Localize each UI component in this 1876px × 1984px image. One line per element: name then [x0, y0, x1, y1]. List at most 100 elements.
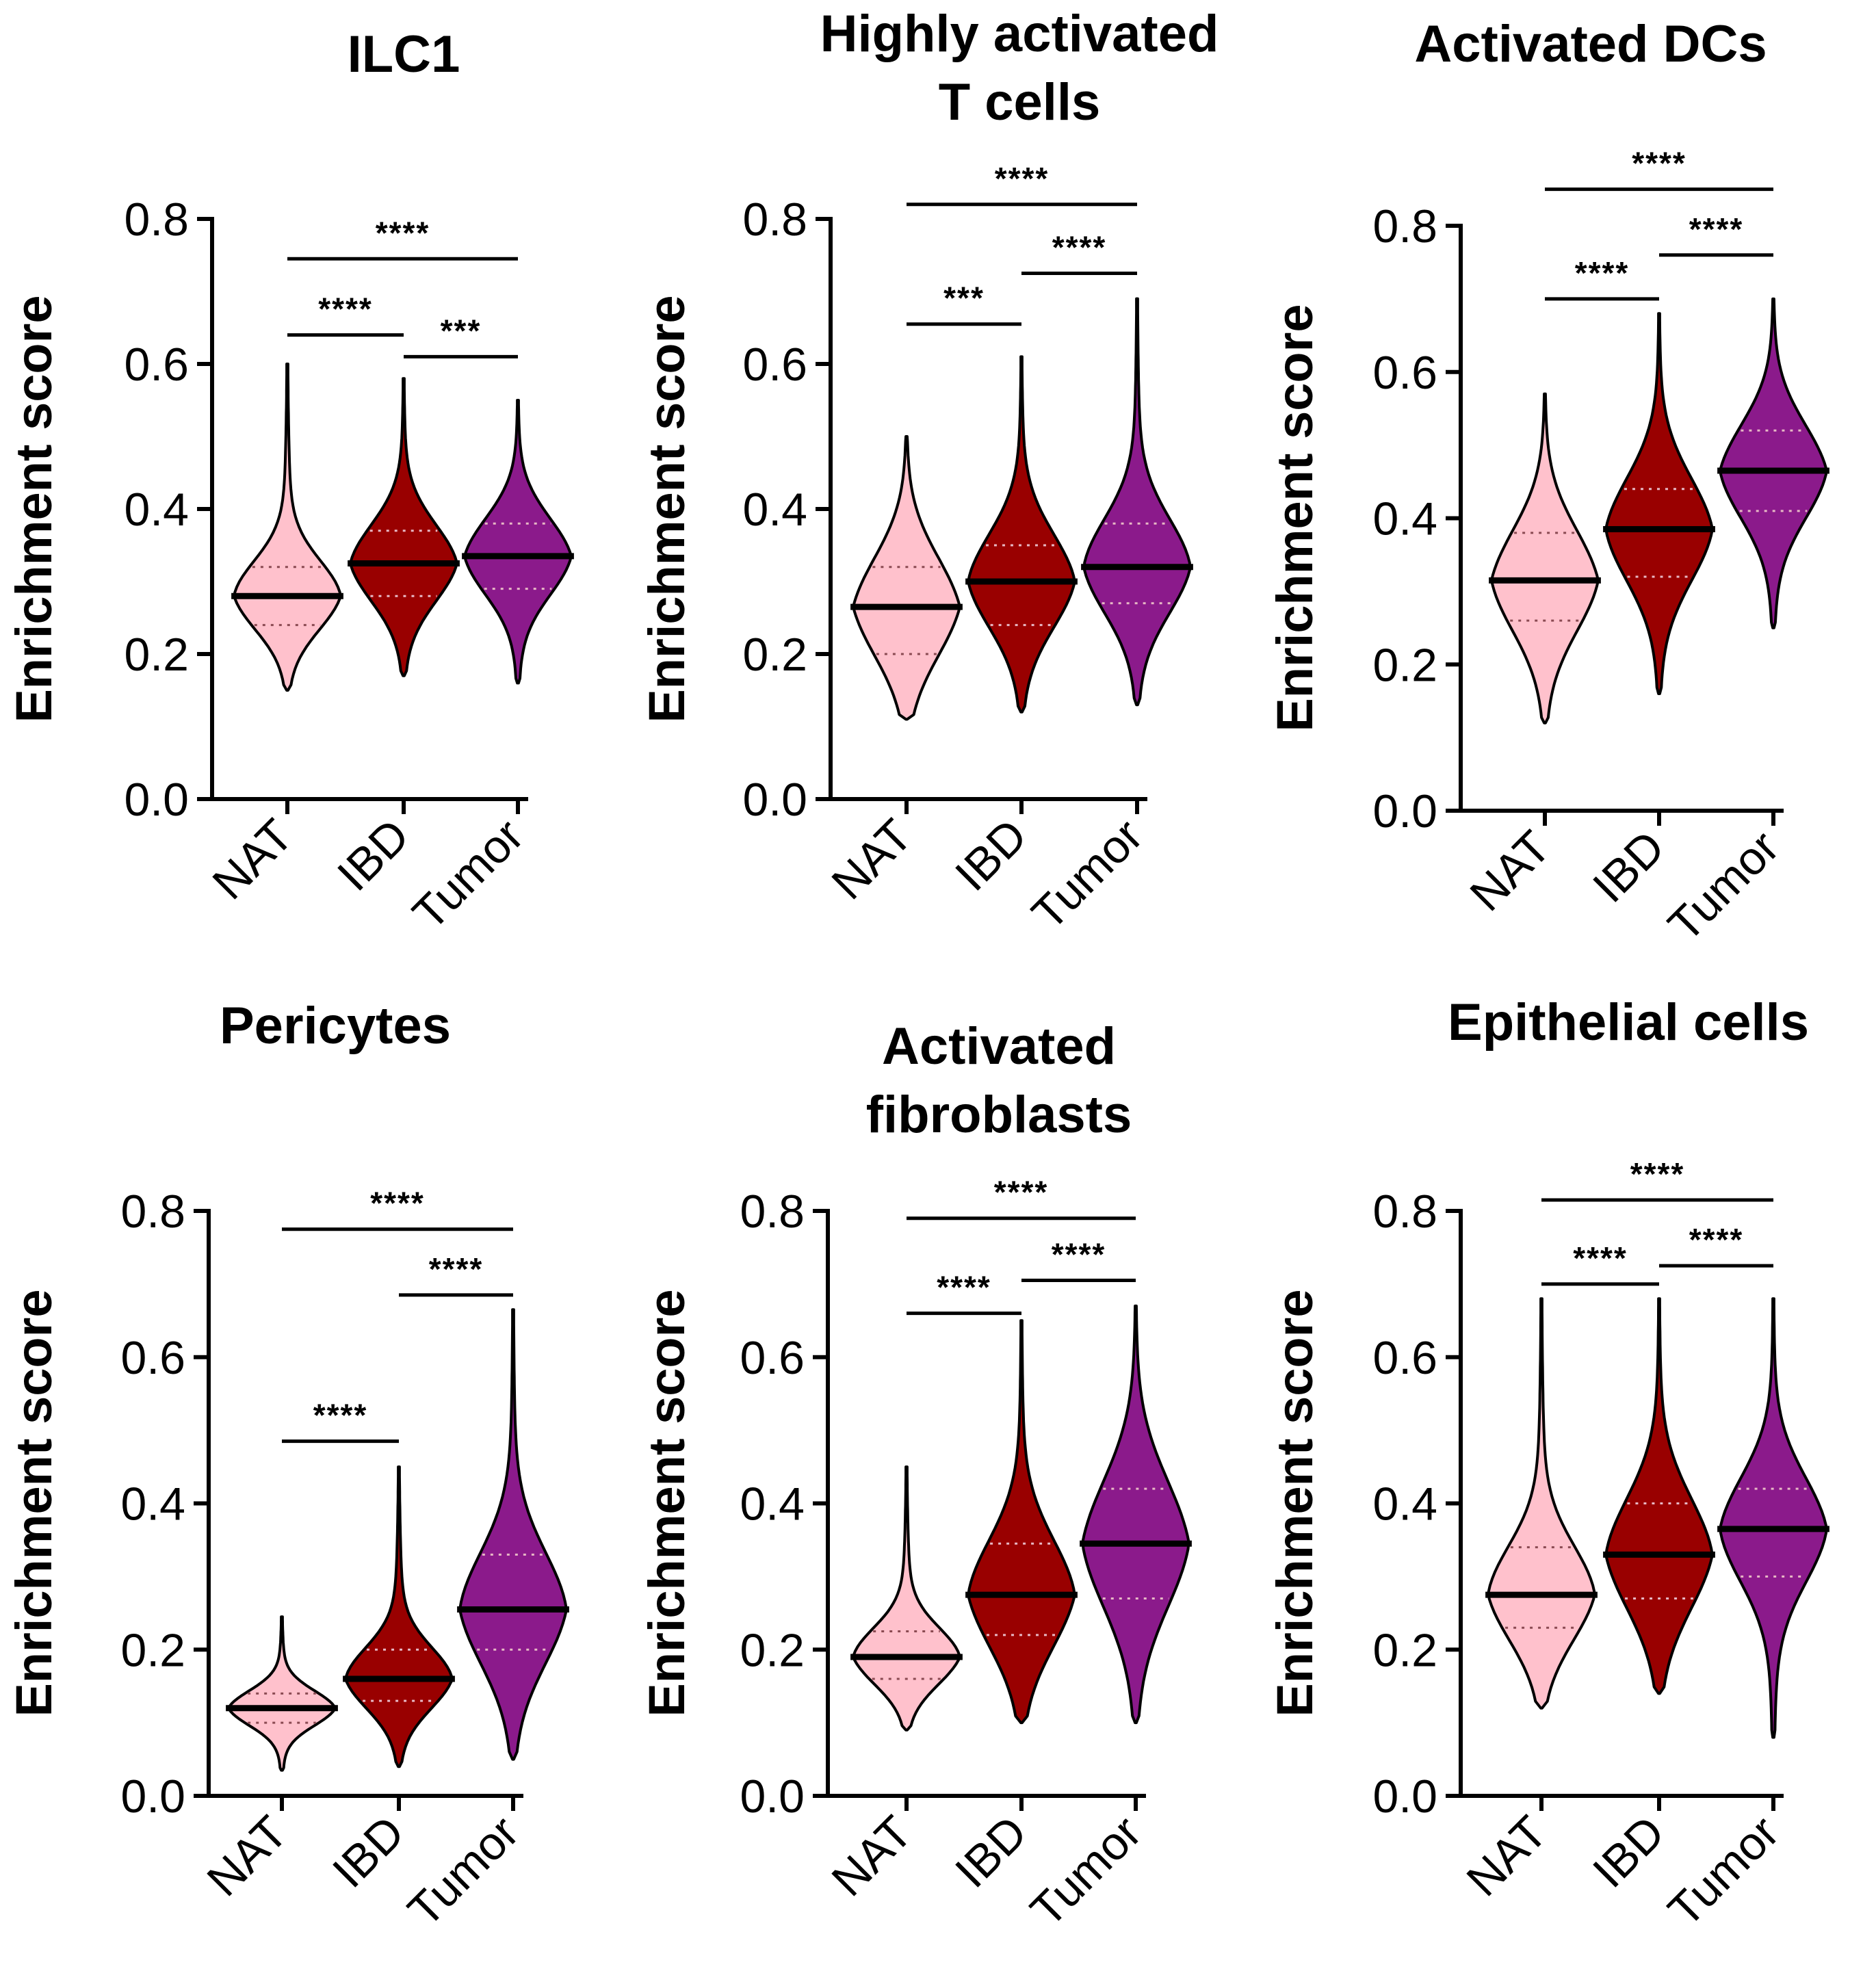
significance-label: **** — [1630, 1156, 1685, 1192]
x-tick-label: IBD — [946, 1806, 1037, 1898]
significance-label: **** — [429, 1251, 484, 1287]
significance-label: **** — [1575, 255, 1630, 291]
violin-tumor — [458, 1308, 568, 1761]
violin-ibd — [349, 377, 458, 677]
significance-label: **** — [1052, 1237, 1106, 1272]
y-tick-label: 0.4 — [120, 1478, 185, 1530]
violin-panel-4: Pericytes Enrichment score 0.0 0.2 0.4 0.6 0.8… — [5, 997, 569, 1937]
y-tick-label: 0.8 — [740, 1186, 805, 1238]
significance-label: **** — [995, 161, 1050, 196]
significance-label: **** — [1689, 211, 1744, 247]
significance-label: **** — [318, 291, 373, 327]
significance-label: **** — [994, 1175, 1049, 1210]
y-tick-label: 0.6 — [1372, 1332, 1437, 1384]
violin-nat — [852, 1465, 961, 1732]
significance-label: **** — [1689, 1222, 1744, 1257]
y-tick-label: 0.2 — [124, 629, 189, 681]
significance-label: **** — [313, 1398, 368, 1433]
significance-label: **** — [937, 1270, 991, 1305]
panel-title: fibroblasts — [866, 1086, 1132, 1144]
x-tick-label: NAT — [1457, 1806, 1556, 1906]
y-tick-label: 0.8 — [1372, 1186, 1437, 1238]
panel-title: Epithelial cells — [1448, 993, 1809, 1052]
panel-title: ILC1 — [348, 25, 460, 83]
y-axis-label: Enrichment score — [1266, 1289, 1323, 1717]
significance-label: **** — [376, 215, 430, 250]
y-tick-label: 0.2 — [120, 1624, 185, 1676]
violin-tumor — [1082, 297, 1192, 707]
violin-panel-1: ILC1 Enrichment score 0.0 0.2 0.4 0.6 0.8 NAT IB… — [5, 25, 574, 940]
y-tick-label: 0.6 — [124, 339, 189, 391]
y-tick-label: 0.4 — [742, 484, 807, 536]
y-tick-label: 0.6 — [740, 1332, 805, 1384]
x-tick-label: Tumor — [1658, 1806, 1789, 1937]
x-tick-label: Tumor — [1658, 821, 1789, 952]
y-tick-label: 0.8 — [120, 1186, 185, 1238]
y-tick-label: 0.2 — [1372, 639, 1437, 691]
panel-title: Activated — [882, 1017, 1116, 1075]
violin-tumor — [463, 399, 573, 685]
y-tick-label: 0.0 — [1372, 1771, 1437, 1823]
panel-title: Activated DCs — [1414, 15, 1767, 73]
y-axis-label: Enrichment score — [1266, 304, 1323, 731]
y-tick-label: 0.2 — [1372, 1624, 1437, 1676]
x-tick-label: IBD — [1583, 821, 1675, 913]
x-tick-label: NAT — [822, 1806, 922, 1906]
significance-label: *** — [943, 280, 985, 316]
y-tick-label: 0.6 — [120, 1332, 185, 1384]
x-tick-label: Tumor — [398, 1806, 529, 1937]
panel-title: Highly activated — [820, 5, 1219, 63]
y-tick-label: 0.0 — [124, 774, 189, 826]
y-tick-label: 0.4 — [124, 484, 189, 536]
x-tick-label: IBD — [946, 809, 1037, 901]
x-tick-label: NAT — [1460, 821, 1560, 921]
x-tick-label: NAT — [822, 809, 922, 909]
y-tick-label: 0.0 — [740, 1771, 805, 1823]
violin-panel-5: Activated fibroblasts Enrichment score 0.0 0… — [638, 1017, 1192, 1937]
significance-label: **** — [1052, 230, 1107, 265]
violin-nat — [233, 363, 342, 692]
x-tick-label: Tumor — [1021, 1806, 1151, 1937]
y-axis-label: Enrichment score — [5, 295, 62, 722]
violin-ibd — [1604, 312, 1714, 695]
violin-ibd — [344, 1465, 454, 1768]
y-tick-label: 0.0 — [1372, 785, 1437, 837]
y-tick-label: 0.0 — [742, 774, 807, 826]
significance-label: **** — [1632, 146, 1686, 181]
y-tick-label: 0.4 — [740, 1478, 805, 1530]
violin-ibd — [967, 1319, 1076, 1725]
y-tick-label: 0.4 — [1372, 493, 1437, 545]
y-axis-label: Enrichment score — [5, 1289, 62, 1717]
panel-title: T cells — [939, 73, 1101, 131]
violin-ibd — [967, 355, 1076, 714]
violin-panel-6: Epithelial cells Enrichment score 0.0 0.2 0.… — [1266, 993, 1829, 1937]
x-tick-label: IBD — [323, 1806, 415, 1898]
significance-label: **** — [1573, 1240, 1628, 1276]
x-tick-label: NAT — [203, 809, 302, 909]
y-tick-label: 0.2 — [740, 1624, 805, 1676]
violin-panel-3: Activated DCs Enrichment score 0.0 0.2 0.4 0.… — [1266, 15, 1829, 952]
significance-label: **** — [370, 1186, 425, 1221]
x-tick-label: IBD — [328, 809, 419, 901]
y-tick-label: 0.8 — [124, 194, 189, 246]
y-tick-label: 0.2 — [742, 629, 807, 681]
violin-nat — [1490, 392, 1600, 725]
violin-tumor — [1719, 297, 1828, 629]
y-tick-label: 0.8 — [742, 194, 807, 246]
y-axis-label: Enrichment score — [638, 1289, 695, 1717]
significance-label: *** — [441, 313, 482, 348]
panel-title: Pericytes — [220, 997, 451, 1055]
violin-tumor — [1719, 1297, 1828, 1739]
y-axis-label: Enrichment score — [638, 295, 695, 722]
x-tick-label: Tumor — [1022, 809, 1153, 940]
x-tick-label: NAT — [197, 1806, 297, 1906]
violin-panel-2: Highly activated T cells Enrichment score 0… — [638, 5, 1219, 940]
violin-ibd — [1604, 1297, 1714, 1695]
x-tick-label: Tumor — [403, 809, 534, 940]
x-tick-label: IBD — [1583, 1806, 1675, 1898]
y-tick-label: 0.8 — [1372, 200, 1437, 252]
y-tick-label: 0.6 — [742, 339, 807, 391]
y-tick-label: 0.6 — [1372, 347, 1437, 399]
violin-tumor — [1081, 1304, 1190, 1725]
